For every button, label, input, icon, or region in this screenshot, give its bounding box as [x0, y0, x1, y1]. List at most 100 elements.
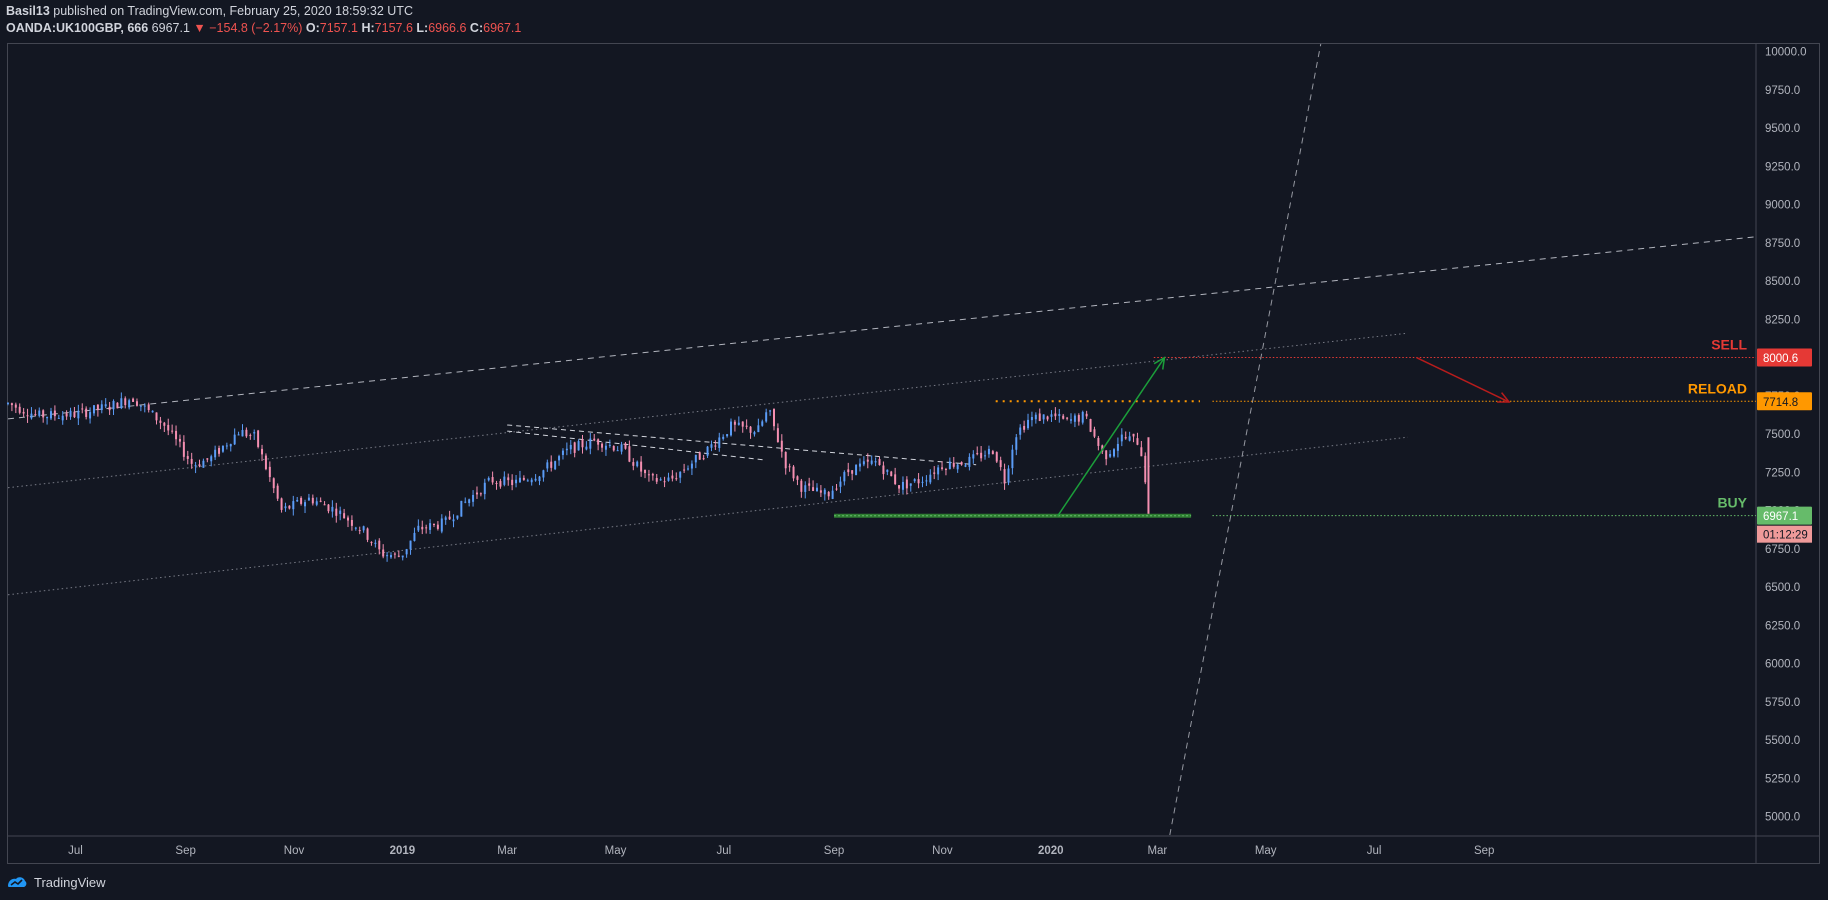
high-value: 7157.6 [374, 21, 413, 35]
candle-body [1034, 414, 1037, 420]
countdown-value: 01:12:29 [1763, 530, 1808, 542]
candle-body [898, 485, 901, 489]
candle-body [706, 446, 709, 456]
candle-body [624, 443, 627, 449]
candle-body [186, 456, 189, 459]
symbol-name[interactable]: OANDA:UK100GBP, 666 [6, 21, 149, 35]
candle-body [890, 471, 893, 477]
candle-body [1081, 411, 1084, 423]
candle-body [640, 461, 643, 472]
footer-brand[interactable]: TradingView [34, 874, 106, 890]
high-label: H: [361, 21, 375, 35]
candle-body [788, 466, 791, 468]
x-tick-label: Sep [1474, 845, 1494, 857]
low-value: 6966.6 [428, 21, 467, 35]
candle-body [913, 479, 916, 482]
candle-body [1085, 413, 1088, 417]
candle-body [1038, 413, 1041, 421]
y-tick-label: 10000.0 [1765, 47, 1807, 59]
candle-body [307, 497, 310, 501]
candle-body [210, 456, 213, 462]
candle-body [796, 476, 799, 480]
author-name[interactable]: Basil13 [6, 4, 50, 18]
candle-body [261, 448, 264, 455]
candle-body [30, 413, 33, 419]
candle-body [886, 469, 889, 472]
candle-body [339, 510, 342, 514]
candle-body [800, 480, 803, 492]
candle-body [952, 462, 955, 467]
candle-body [397, 555, 400, 557]
y-tick-label: 5000.0 [1765, 812, 1800, 824]
wedge-dashed-line [507, 430, 767, 461]
candle-body [1073, 415, 1076, 422]
candle-body [843, 472, 846, 482]
candle-body [714, 445, 717, 447]
candle-body [726, 434, 729, 437]
candle-body [202, 460, 205, 468]
candle-body [753, 432, 756, 435]
candle-body [132, 398, 135, 402]
y-tick-label: 6750.0 [1765, 544, 1800, 556]
red-arrow-head [1497, 392, 1511, 403]
candle-body [675, 478, 678, 480]
candle-body [1077, 415, 1080, 422]
candle-body [163, 422, 166, 426]
green-arrow-shaft [1057, 357, 1166, 517]
candle-body [436, 524, 439, 529]
candle-body [804, 485, 807, 492]
candle-body [472, 494, 475, 502]
candle-body [968, 456, 971, 467]
candle-body [581, 439, 584, 448]
y-tick-label: 8250.0 [1765, 314, 1800, 326]
candle-body [651, 474, 654, 476]
y-tick-label: 5500.0 [1765, 735, 1800, 747]
candle-body [812, 487, 815, 491]
candle-body [7, 402, 9, 404]
candle-body [120, 398, 123, 409]
candle-body [819, 490, 822, 493]
price-tag-buy [1757, 506, 1812, 525]
candle-body [253, 432, 256, 434]
candle-body [1054, 413, 1057, 417]
tradingview-logo-icon[interactable] [6, 875, 28, 889]
candle-body [671, 475, 674, 479]
candle-body [542, 470, 545, 478]
candle-body [882, 465, 885, 475]
red-arrow-shaft [1416, 356, 1510, 403]
candle-body [300, 497, 303, 504]
candle-body [956, 464, 959, 470]
candle-body [100, 404, 103, 411]
candle-body [178, 438, 181, 442]
candle-body [522, 477, 525, 480]
chart-frame[interactable] [7, 43, 1820, 864]
candle-body [823, 489, 826, 495]
candle-body [980, 452, 983, 459]
channel-lower-dotted-line [7, 436, 1408, 596]
candle-body [96, 404, 99, 410]
candle-body [765, 412, 768, 422]
candle-body [374, 542, 377, 544]
candle-body [479, 493, 482, 495]
candle-body [874, 461, 877, 463]
candle-body [354, 527, 357, 529]
candle-body [847, 469, 850, 473]
candle-body [257, 430, 260, 447]
candle-body [944, 469, 947, 471]
candle-body [937, 467, 940, 475]
y-tick-label: 6250.0 [1765, 620, 1800, 632]
x-tick-label: May [1255, 845, 1277, 857]
candle-body [81, 408, 84, 410]
candle-body [632, 462, 635, 466]
candle-body [718, 437, 721, 448]
candle-body [417, 525, 420, 531]
price-tag-reload [1757, 392, 1812, 411]
candle-body [198, 464, 201, 467]
candle-body [1093, 429, 1096, 437]
candle-body [1019, 427, 1022, 435]
candle-body [964, 465, 967, 467]
candle-body [206, 458, 209, 460]
candle-body [147, 404, 150, 411]
x-tick-label: Nov [932, 845, 953, 857]
